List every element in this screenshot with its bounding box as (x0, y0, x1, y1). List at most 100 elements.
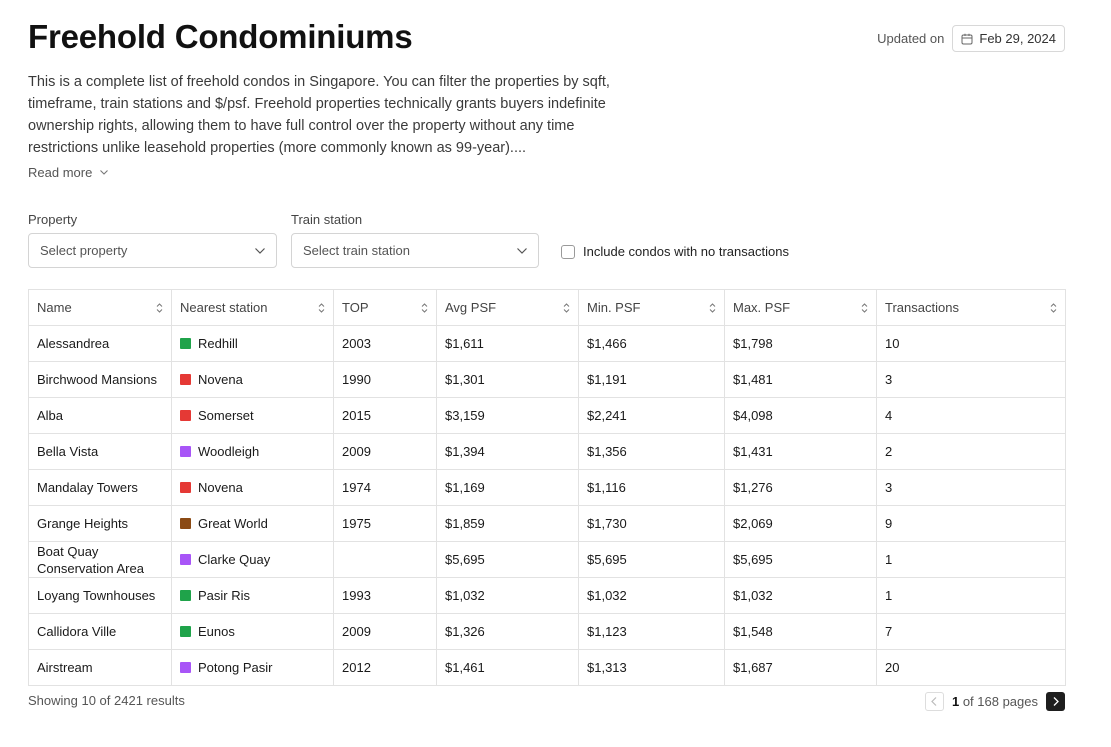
updated-date: Feb 29, 2024 (979, 31, 1056, 46)
cell-max-psf: $2,069 (724, 505, 877, 542)
cell-station: Novena (171, 469, 334, 506)
cell-name[interactable]: Callidora Ville (28, 613, 172, 650)
table-row[interactable]: Grange Heights Great World 1975 $1,859 $1,73… (28, 505, 1066, 542)
cell-max-psf: $1,481 (724, 361, 877, 398)
column-header-max-psf[interactable]: Max. PSF (724, 289, 877, 326)
station-line-color-swatch (180, 338, 191, 349)
property-select-placeholder: Select property (40, 243, 128, 258)
cell-transactions: 20 (876, 649, 1066, 686)
current-page: 1 (951, 694, 960, 709)
table-row[interactable]: Mandalay Towers Novena 1974 $1,169 $1,116 $1,… (28, 469, 1066, 506)
cell-top: 1975 (333, 505, 437, 542)
column-header-top[interactable]: TOP (333, 289, 437, 326)
station-name: Eunos (198, 624, 235, 639)
page-title: Freehold Condominiums (28, 18, 413, 55)
cell-avg-psf: $1,394 (436, 433, 579, 470)
date-button[interactable]: Feb 29, 2024 (952, 25, 1065, 52)
table-row[interactable]: Bella Vista Woodleigh 2009 $1,394 $1,356 $1,4… (28, 433, 1066, 470)
chevron-down-icon (517, 247, 527, 254)
column-header-nearest-station[interactable]: Nearest station (171, 289, 334, 326)
column-header-label: Transactions (885, 300, 959, 315)
station-name: Clarke Quay (198, 552, 271, 567)
station-select-placeholder: Select train station (303, 243, 410, 258)
include-no-transactions-toggle[interactable]: Include condos with no transactions (561, 244, 789, 259)
station-name: Pasir Ris (198, 588, 251, 603)
station-name: Novena (198, 372, 243, 387)
include-no-transactions-checkbox[interactable] (561, 244, 575, 259)
read-more-button[interactable]: Read more (28, 165, 109, 180)
cell-min-psf: $1,191 (578, 361, 725, 398)
cell-transactions: 2 (876, 433, 1066, 470)
column-header-avg-psf[interactable]: Avg PSF (436, 289, 579, 326)
cell-station: Eunos (171, 613, 334, 650)
cell-max-psf: $1,431 (724, 433, 877, 470)
previous-page-button[interactable] (924, 692, 944, 711)
table-body: Alessandrea Redhill 2003 $1,611 $1,466 $1,798… (28, 325, 1066, 686)
include-no-transactions-label: Include condos with no transactions (583, 244, 789, 259)
column-header-label: Avg PSF (445, 300, 497, 315)
cell-name[interactable]: Loyang Townhouses (28, 577, 172, 614)
calendar-icon (961, 33, 973, 44)
cell-avg-psf: $5,695 (436, 541, 579, 578)
station-label: Train station (291, 212, 363, 227)
station-line-color-swatch (180, 662, 191, 673)
cell-station: Potong Pasir (171, 649, 334, 686)
updated-info: Updated on Feb 29, 2024 (877, 25, 1065, 52)
column-header-name[interactable]: Name (28, 289, 172, 326)
station-select[interactable]: Select train station (291, 233, 539, 268)
table-row[interactable]: Callidora Ville Eunos 2009 $1,326 $1,123 $1,5… (28, 613, 1066, 650)
property-select[interactable]: Select property (28, 233, 277, 268)
cell-name[interactable]: Airstream (28, 649, 172, 686)
cell-name[interactable]: Alessandrea (28, 325, 172, 362)
column-header-label: Nearest station (180, 300, 268, 315)
cell-station: Woodleigh (171, 433, 334, 470)
cell-station: Clarke Quay (171, 541, 334, 578)
cell-max-psf: $1,548 (724, 613, 877, 650)
cell-transactions: 9 (876, 505, 1066, 542)
table-row[interactable]: Airstream Potong Pasir 2012 $1,461 $1,313 $1,… (28, 649, 1066, 686)
cell-max-psf: $4,098 (724, 397, 877, 434)
cell-name[interactable]: Alba (28, 397, 172, 434)
cell-avg-psf: $1,301 (436, 361, 579, 398)
table-header-row: Name Nearest station TOP Avg PSF Min. PSF Max… (28, 289, 1066, 326)
cell-top: 2009 (333, 433, 437, 470)
table-row[interactable]: Loyang Townhouses Pasir Ris 1993 $1,032 $1,0… (28, 577, 1066, 614)
table-row[interactable]: Alba Somerset 2015 $3,159 $2,241 $4,098 4 (28, 397, 1066, 434)
cell-min-psf: $1,123 (578, 613, 725, 650)
column-header-min-psf[interactable]: Min. PSF (578, 289, 725, 326)
column-header-transactions[interactable]: Transactions (876, 289, 1066, 326)
results-count: Showing 10 of 2421 results (28, 693, 185, 708)
next-page-button[interactable] (1046, 692, 1065, 711)
chevron-right-icon (1053, 697, 1059, 706)
cell-min-psf: $1,116 (578, 469, 725, 506)
cell-name[interactable]: Mandalay Towers (28, 469, 172, 506)
cell-max-psf: $5,695 (724, 541, 877, 578)
station-line-color-swatch (180, 554, 191, 565)
station-name: Redhill (198, 336, 238, 351)
cell-transactions: 7 (876, 613, 1066, 650)
table-row[interactable]: Boat Quay Conservation Area Clarke Quay $5… (28, 541, 1066, 578)
cell-name[interactable]: Bella Vista (28, 433, 172, 470)
cell-avg-psf: $3,159 (436, 397, 579, 434)
sort-icon (563, 302, 570, 313)
page-description: This is a complete list of freehold cond… (28, 74, 610, 156)
cell-name[interactable]: Grange Heights (28, 505, 172, 542)
cell-top: 1990 (333, 361, 437, 398)
total-pages-text: of 168 pages (962, 694, 1038, 709)
table-row[interactable]: Alessandrea Redhill 2003 $1,611 $1,466 $1,798… (28, 325, 1066, 362)
station-name: Somerset (198, 408, 254, 423)
sort-icon (156, 302, 163, 313)
cell-min-psf: $2,241 (578, 397, 725, 434)
column-header-label: TOP (342, 300, 369, 315)
page-indicator: 1 of 168 pages (952, 694, 1038, 709)
station-name: Great World (198, 516, 268, 531)
station-line-color-swatch (180, 410, 191, 421)
table-row[interactable]: Birchwood Mansions Novena 1990 $1,301 $1,191… (28, 361, 1066, 398)
cell-max-psf: $1,276 (724, 469, 877, 506)
cell-name[interactable]: Boat Quay Conservation Area (28, 541, 172, 578)
cell-top (333, 541, 437, 578)
cell-min-psf: $1,313 (578, 649, 725, 686)
cell-name[interactable]: Birchwood Mansions (28, 361, 172, 398)
cell-max-psf: $1,032 (724, 577, 877, 614)
cell-station: Great World (171, 505, 334, 542)
